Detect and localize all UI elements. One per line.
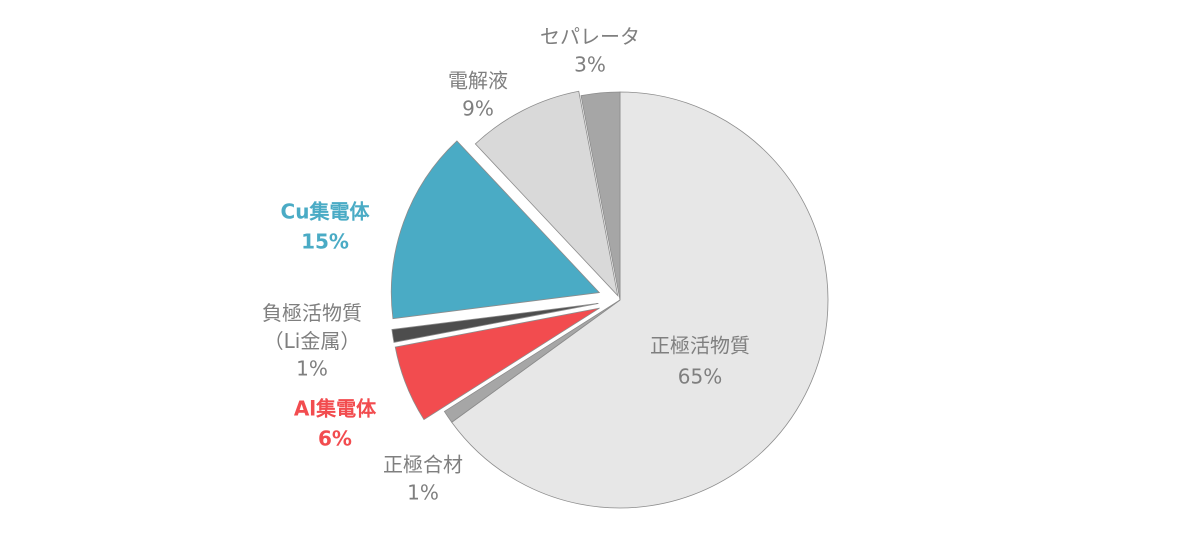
slice-label: 正極活物質 <box>650 334 750 358</box>
slice-label: 電解液 <box>448 69 508 93</box>
value-label: 9% <box>462 97 494 121</box>
pie-slice <box>391 303 599 343</box>
slice-label: 正極合材 <box>383 453 463 477</box>
pie-slice <box>443 299 621 423</box>
pie-slice <box>474 90 619 297</box>
value-label: 6% <box>318 427 352 451</box>
value-label: 3% <box>574 53 606 77</box>
pie-slice <box>394 307 600 421</box>
value-label: 15% <box>301 230 349 254</box>
slice-label: Cu集電体 <box>281 200 371 224</box>
pie-slice <box>390 140 601 320</box>
pie-slice <box>451 91 829 509</box>
pie-slice <box>580 91 621 301</box>
value-label: 1% <box>407 481 439 505</box>
value-label: 1% <box>296 357 328 381</box>
value-label: 65% <box>678 365 722 389</box>
slice-label: 負極活物質（Li金属） <box>262 301 362 353</box>
slice-label: セパレータ <box>540 25 640 49</box>
slice-label: Al集電体 <box>294 397 377 421</box>
